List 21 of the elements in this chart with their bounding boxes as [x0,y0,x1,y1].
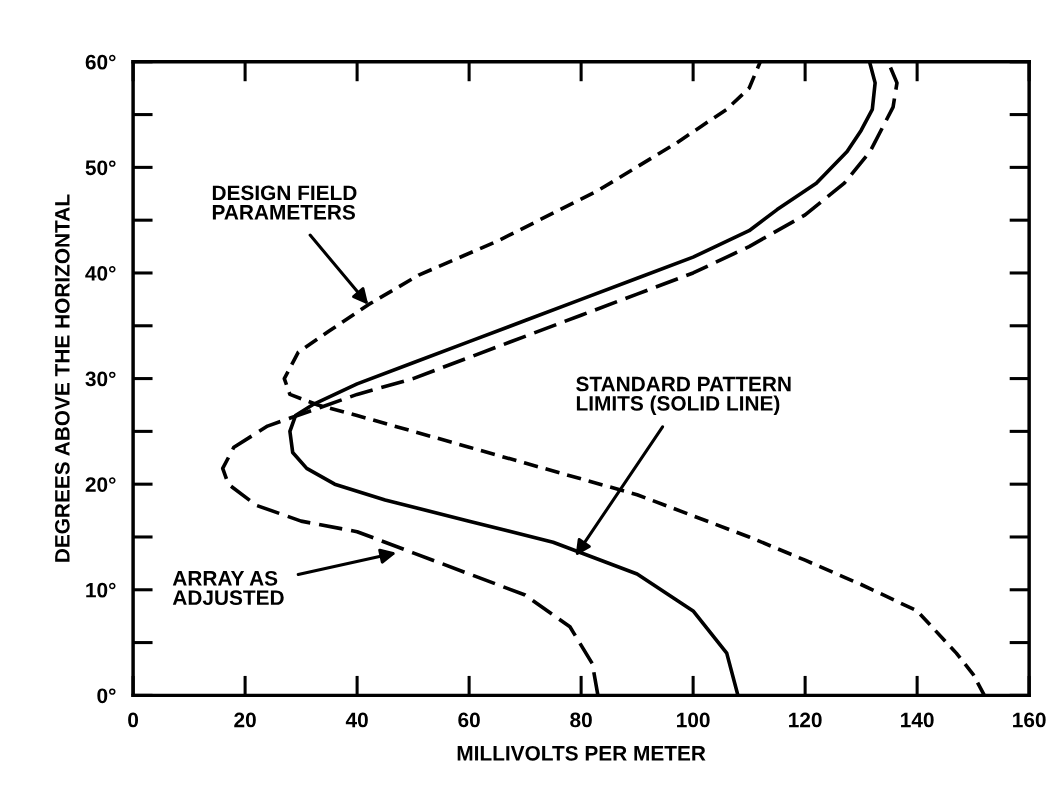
x-axis-title: MILLIVOLTS PER METER [457,745,706,761]
x-tick-label: 80 [570,712,592,728]
y-axis-title: DEGREES ABOVE THE HORIZONTAL [54,194,70,562]
x-tick-label: 0 [128,712,139,728]
x-tick-label: 40 [345,712,368,728]
annotation: ARRAY AS ADJUSTED [172,570,284,606]
y-tick-label: 0° [97,688,116,704]
y-tick-label: 30° [85,371,116,387]
y-tick-label: 40° [85,265,116,281]
x-tick-label: 140 [901,712,934,728]
x-tick-label: 120 [789,712,822,728]
y-tick-label: 20° [85,477,116,492]
y-tick-label: 60° [85,54,116,70]
y-tick-label: 10° [86,582,116,598]
annotation: STANDARD PATTERN LIMITS (SOLID LINE) [576,376,791,415]
x-tick-label: 100 [677,712,710,728]
y-tick-label: 50° [85,160,116,176]
x-tick-label: 20 [234,712,256,728]
x-tick-label: 160 [1013,712,1046,728]
x-tick-label: 60 [458,712,480,728]
annotation: DESIGN FIELD PARAMETERS [212,185,357,220]
